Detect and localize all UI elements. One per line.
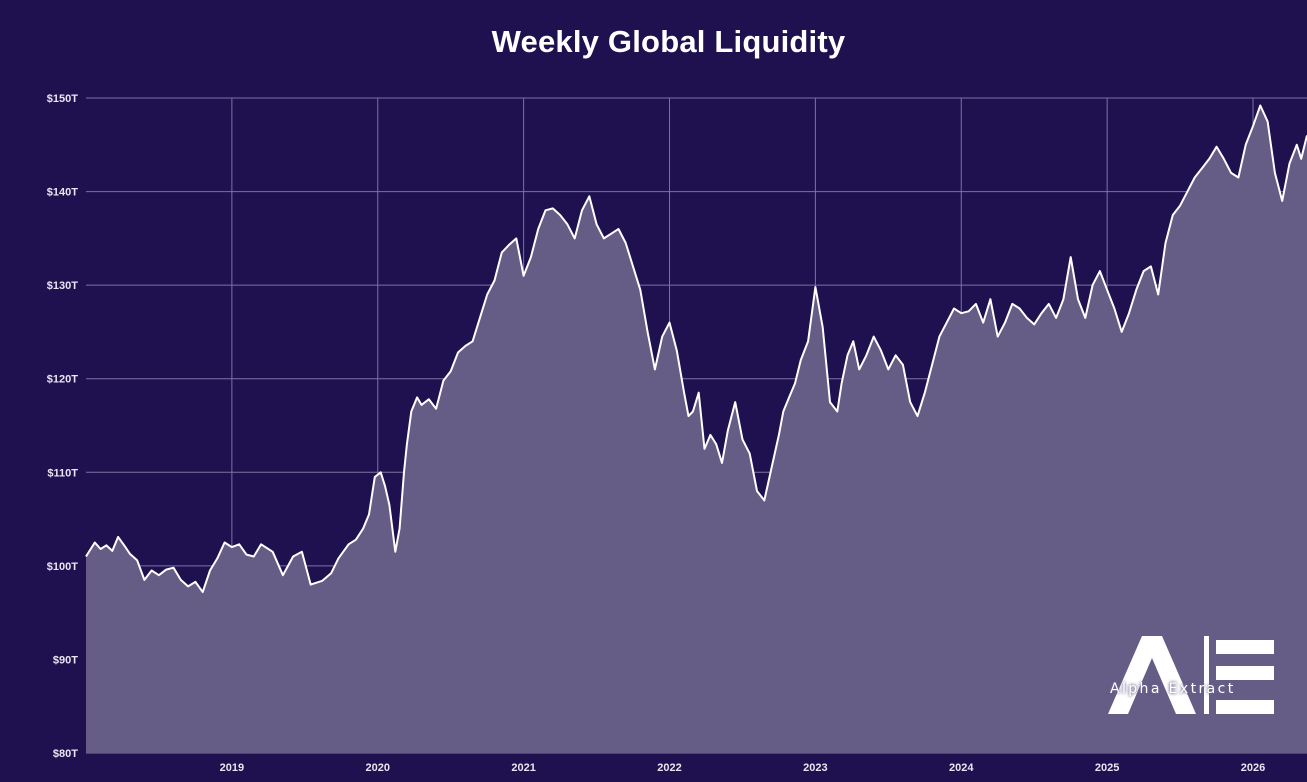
- x-tick-label: 2024: [949, 762, 974, 774]
- logo-text: Alpha Extract: [1110, 681, 1236, 697]
- y-tick-label: $130T: [47, 280, 78, 292]
- x-tick-label: 2022: [657, 762, 681, 774]
- x-tick-label: 2021: [511, 762, 535, 774]
- y-tick-label: $120T: [47, 374, 78, 386]
- y-tick-label: $80T: [53, 748, 78, 760]
- alpha-extract-logo: [1108, 636, 1274, 714]
- liquidity-line: [85, 104, 1307, 594]
- x-axis-labels: 2019 2020 2021 2022 2023 2024 2025 2026: [220, 762, 1266, 774]
- x-tick-label: 2025: [1095, 762, 1119, 774]
- x-tick-label: 2019: [220, 762, 244, 774]
- y-tick-label: $100T: [47, 561, 78, 573]
- y-tick-label: $150T: [47, 93, 78, 105]
- y-tick-label: $90T: [53, 654, 78, 666]
- y-tick-label: $140T: [47, 187, 78, 199]
- chart-title: Weekly Global Liquidity: [491, 24, 846, 59]
- liquidity-area: [86, 105, 1307, 753]
- x-tick-label: 2023: [803, 762, 827, 774]
- x-tick-label: 2020: [366, 762, 390, 774]
- y-axis-labels: $80T $90T $100T $110T $120T $130T $140T $150T: [47, 93, 78, 760]
- y-tick-label: $110T: [47, 467, 78, 479]
- x-tick-label: 2026: [1241, 762, 1265, 774]
